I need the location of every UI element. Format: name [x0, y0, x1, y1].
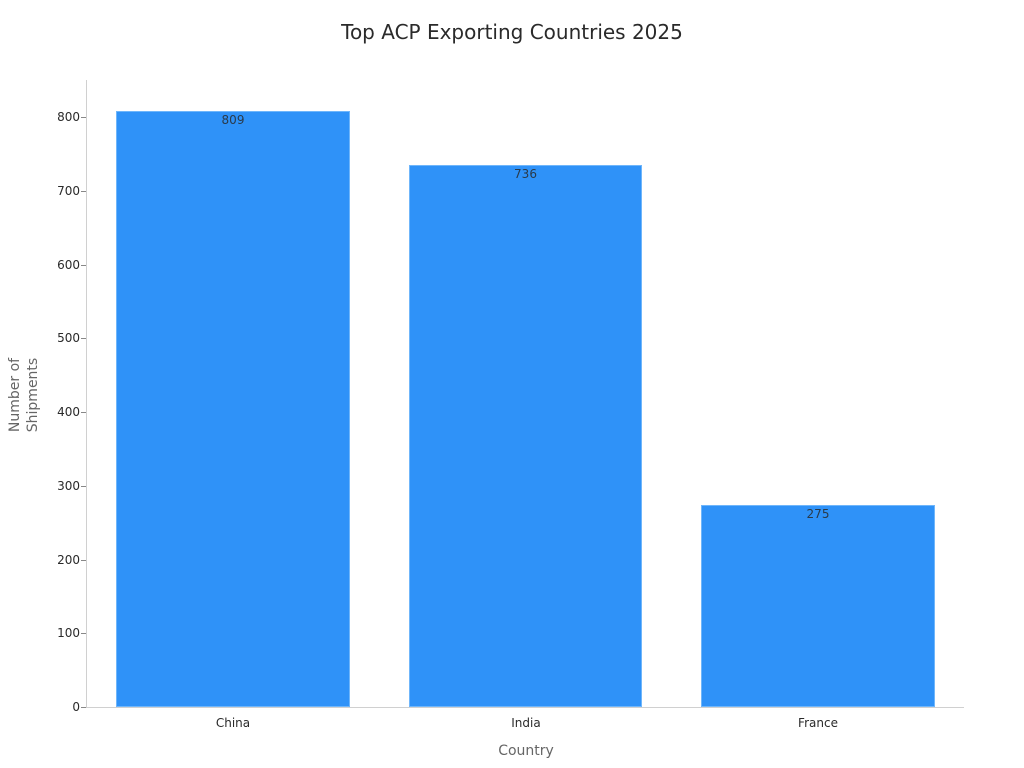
y-tick-label: 300	[57, 479, 80, 493]
y-tick-mark	[81, 117, 86, 118]
y-tick-label: 400	[57, 405, 80, 419]
y-axis-title-line2: Shipments	[25, 357, 41, 433]
x-axis-line	[86, 707, 964, 708]
y-tick-mark	[81, 486, 86, 487]
x-tick-label: China	[215, 716, 251, 730]
y-tick-mark	[81, 560, 86, 561]
y-tick-mark	[81, 412, 86, 413]
bar-france: 275	[701, 505, 935, 707]
bar-india: 736	[409, 165, 642, 707]
y-tick-mark	[81, 707, 86, 708]
x-axis-title: Country	[498, 743, 554, 759]
chart-title: Top ACP Exporting Countries 2025	[341, 20, 683, 44]
y-axis-line	[86, 80, 87, 708]
y-tick-label: 800	[57, 110, 80, 124]
y-tick-label: 600	[57, 258, 80, 272]
y-tick-label: 500	[57, 331, 80, 345]
y-tick-label: 200	[57, 553, 80, 567]
y-tick-label: 700	[57, 184, 80, 198]
x-tick-label: France	[798, 716, 838, 730]
y-tick-label: 100	[57, 626, 80, 640]
y-tick-mark	[81, 633, 86, 634]
bar-value-label: 809	[221, 113, 245, 127]
y-tick-mark	[81, 338, 86, 339]
bar-value-label: 275	[806, 507, 830, 521]
y-tick-mark	[81, 191, 86, 192]
x-tick-label: India	[511, 716, 541, 730]
y-axis-title: Number of Shipments	[6, 355, 42, 435]
bar-value-label: 736	[514, 167, 537, 181]
bar-china: 809	[116, 111, 350, 707]
y-tick-label: 0	[72, 700, 80, 714]
y-tick-mark	[81, 265, 86, 266]
y-axis-title-line1: Number of	[7, 357, 23, 433]
